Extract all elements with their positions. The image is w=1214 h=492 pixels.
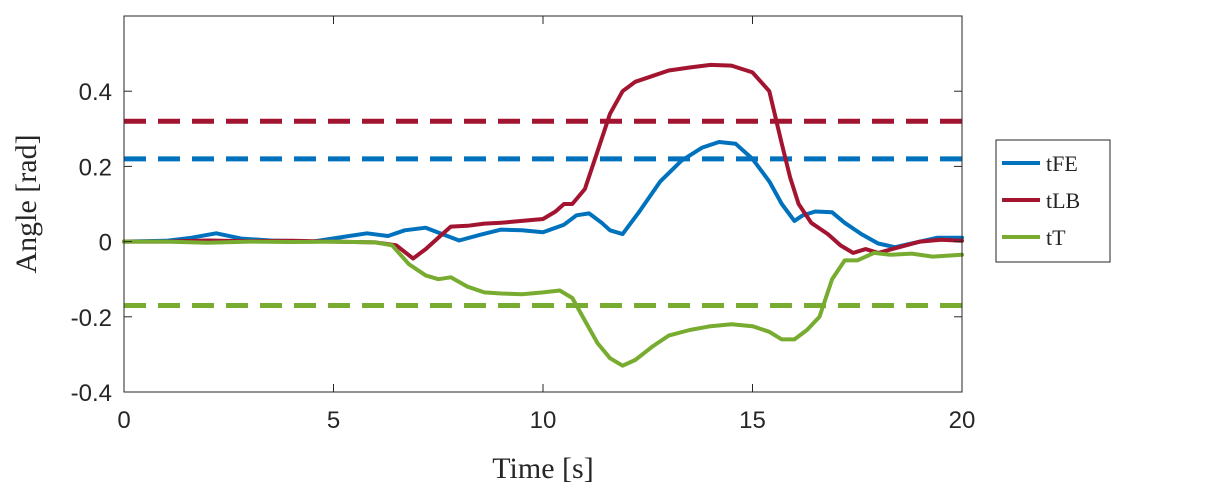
legend-label-tT: tT — [1046, 225, 1066, 250]
series-line-tT — [122, 239, 964, 368]
x-tick-label: 5 — [327, 407, 340, 434]
x-tick-label: 0 — [117, 407, 130, 434]
legend-label-tLB: tLB — [1046, 188, 1080, 213]
y-tick-label: -0.2 — [71, 305, 112, 332]
y-axis-title: Angle [rad] — [10, 134, 43, 273]
series-lines — [122, 62, 964, 368]
x-axis-title: Time [s] — [492, 452, 593, 485]
x-tick-label: 15 — [739, 407, 766, 434]
y-tick-label: 0.4 — [79, 79, 112, 106]
series-line-tLB — [122, 62, 964, 261]
plot-area-frame — [123, 15, 963, 393]
y-tick-label: 0 — [99, 230, 112, 257]
series-line-tFE — [122, 140, 964, 250]
x-tick-label: 10 — [530, 407, 557, 434]
legend-label-tFE: tFE — [1046, 151, 1078, 176]
y-tick-label: 0.2 — [79, 154, 112, 181]
y-tick-label: -0.4 — [71, 380, 112, 407]
axis-ticks: 0 5 10 15 20 -0.4 -0.2 0 0.2 0.4 — [71, 16, 976, 434]
x-tick-label: 20 — [949, 407, 976, 434]
legend: tFE tLB tT — [995, 139, 1111, 263]
